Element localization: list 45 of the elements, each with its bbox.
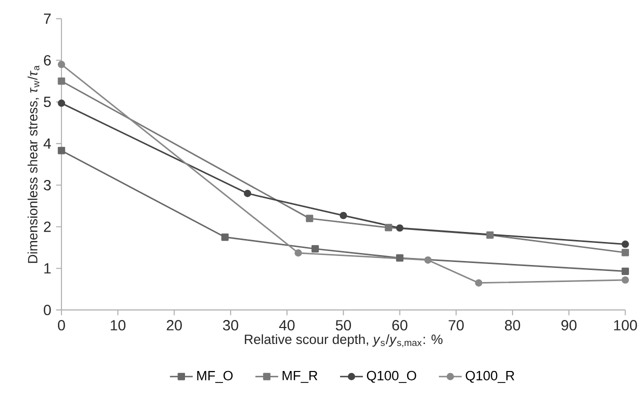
- x-tick-label: 10: [110, 320, 126, 330]
- legend-label: MF_O: [197, 370, 233, 383]
- y-tick-label: 6: [44, 54, 51, 66]
- point: [58, 99, 66, 107]
- x-tick-label: 90: [561, 320, 576, 330]
- x-tick-label: 30: [223, 320, 238, 330]
- x-tick-label: 0: [58, 320, 65, 330]
- x-tick-label: 40: [279, 320, 295, 330]
- point: [294, 249, 302, 256]
- point: [622, 267, 629, 275]
- point: [622, 240, 629, 248]
- point: [396, 254, 404, 262]
- x-tick-label: 20: [166, 320, 182, 330]
- point: [306, 214, 314, 222]
- y-tick-label: 0: [44, 304, 51, 315]
- point: [622, 248, 629, 256]
- y-tick-label: 1: [44, 263, 51, 274]
- x-tick-label: 100: [614, 320, 637, 330]
- point: [244, 190, 252, 197]
- point: [221, 233, 229, 241]
- point: [312, 244, 319, 252]
- point: [424, 256, 432, 264]
- x-tick-label: 60: [392, 320, 408, 330]
- point: [58, 146, 66, 154]
- x-tick-label: 70: [448, 320, 464, 330]
- point: [396, 224, 404, 232]
- point: [58, 60, 66, 68]
- legend-label: Q100_R: [466, 370, 514, 383]
- y-tick-label: 5: [44, 96, 51, 107]
- x-tick-label: 80: [504, 320, 520, 330]
- point: [475, 279, 482, 286]
- point: [384, 224, 392, 232]
- point: [486, 231, 494, 239]
- y-tick-label: 3: [44, 180, 51, 190]
- x-axis-title: Relative scour depth, y$_{s}$/y$_{s,max}$: %: [244, 334, 442, 347]
- legend-label: MF_R: [282, 370, 318, 383]
- y-tick-label: 7: [44, 13, 51, 24]
- point: [340, 212, 348, 219]
- legend-label: Q100_O: [366, 370, 416, 383]
- point: [58, 77, 66, 85]
- point: [622, 276, 629, 284]
- y-tick-label: 4: [44, 138, 51, 148]
- y-tick-label: 2: [44, 221, 51, 232]
- y-axis-title: Dimensionless shear stress, τ$_{w}$/τ$_{a}$: [28, 65, 40, 263]
- x-tick-label: 50: [336, 320, 351, 330]
